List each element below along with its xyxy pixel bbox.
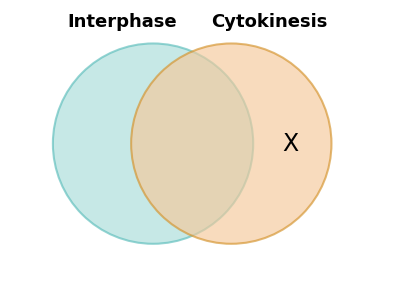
Circle shape <box>53 44 253 244</box>
Text: Interphase: Interphase <box>67 13 176 31</box>
Circle shape <box>131 44 332 244</box>
Text: Cytokinesis: Cytokinesis <box>211 13 327 31</box>
Text: X: X <box>283 132 299 156</box>
